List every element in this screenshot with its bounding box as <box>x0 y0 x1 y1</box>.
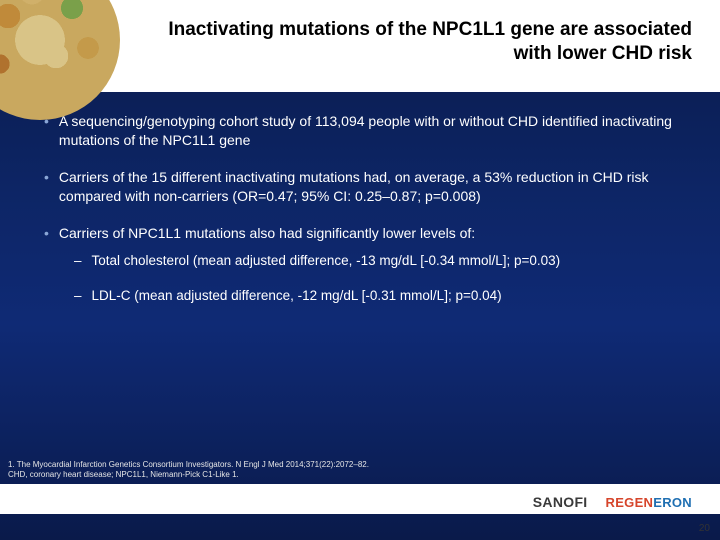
bullet-marker: • <box>44 168 49 206</box>
bullet-text: Carriers of the 15 different inactivatin… <box>59 168 684 206</box>
slide: Inactivating mutations of the NPC1L1 gen… <box>0 0 720 540</box>
bullet-marker: • <box>44 224 49 243</box>
bullet-item: • Carriers of NPC1L1 mutations also had … <box>44 224 684 243</box>
regeneron-logo-part1: REGEN <box>606 495 654 510</box>
bullet-item: • Carriers of the 15 different inactivat… <box>44 168 684 206</box>
page-number: 20 <box>699 523 710 534</box>
sub-bullet-marker: – <box>74 287 82 305</box>
reference-line: CHD, coronary heart disease; NPC1L1, Nie… <box>8 470 700 480</box>
sub-bullet-item: – LDL-C (mean adjusted difference, -12 m… <box>74 287 684 305</box>
reference-block: 1. The Myocardial Infarction Genetics Co… <box>8 460 700 480</box>
sub-bullet-text: Total cholesterol (mean adjusted differe… <box>92 252 684 270</box>
sub-bullet-marker: – <box>74 252 82 270</box>
bullet-text: A sequencing/genotyping cohort study of … <box>59 112 684 150</box>
bullet-marker: • <box>44 112 49 150</box>
bullet-item: • A sequencing/genotyping cohort study o… <box>44 112 684 150</box>
regeneron-logo: REGENERON <box>606 495 693 510</box>
body-content: • A sequencing/genotyping cohort study o… <box>44 112 684 305</box>
bullet-text: Carriers of NPC1L1 mutations also had si… <box>59 224 684 243</box>
sub-bullet-text: LDL-C (mean adjusted difference, -12 mg/… <box>92 287 684 305</box>
sanofi-logo: SANOFI <box>533 494 588 510</box>
reference-line: 1. The Myocardial Infarction Genetics Co… <box>8 460 700 470</box>
decorative-sphere-image <box>0 0 120 120</box>
regeneron-logo-part2: ERON <box>653 495 692 510</box>
sub-bullet-item: – Total cholesterol (mean adjusted diffe… <box>74 252 684 270</box>
slide-title: Inactivating mutations of the NPC1L1 gen… <box>160 18 692 66</box>
logo-group: SANOFI REGENERON <box>533 494 692 510</box>
